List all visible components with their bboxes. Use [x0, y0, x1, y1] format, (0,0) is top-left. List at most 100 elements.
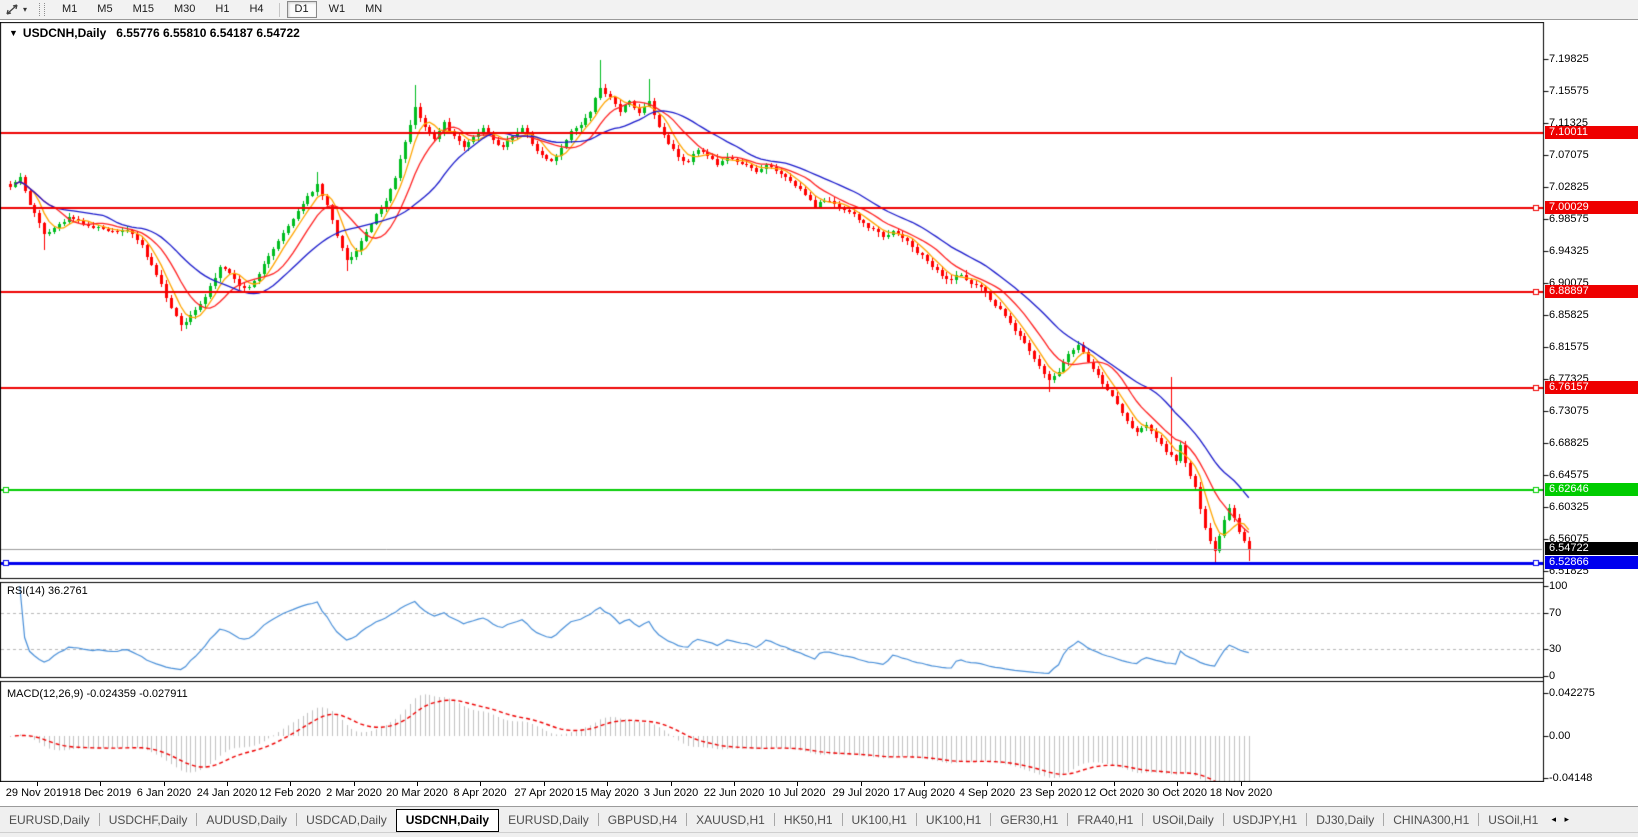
level-price-label[interactable]: 6.76157 — [1545, 380, 1638, 394]
timeframe-button-mn[interactable]: MN — [365, 3, 383, 15]
date-tick — [37, 782, 38, 786]
date-label: 27 Apr 2020 — [514, 787, 574, 799]
rsi-tick-label: 70 — [1549, 607, 1562, 619]
tab-xauusd-h1[interactable]: XAUUSD,H1 — [696, 813, 765, 827]
tab-separator — [1306, 813, 1308, 826]
macd-tick-label: 0.042275 — [1549, 687, 1595, 700]
cursor-tool-button[interactable]: ▾ — [0, 1, 30, 19]
level-price-label[interactable]: 7.00029 — [1545, 201, 1638, 215]
date-label: 30 Oct 2020 — [1147, 787, 1207, 799]
toolbar-grip — [39, 3, 46, 16]
timeframe-button-group: M1 M5 M15 M30 H1 H4 D1 W1 MN — [52, 1, 392, 18]
date-tick — [924, 782, 925, 786]
tab-gbpusd-h4[interactable]: GBPUSD,H4 — [607, 813, 678, 827]
rsi-indicator-label: RSI(14) 36.2761 — [7, 585, 88, 597]
macd-tick-label: -0.04148 — [1549, 771, 1593, 784]
bottom-strip — [0, 832, 1638, 837]
date-tick — [861, 782, 862, 786]
date-label: 22 Jun 2020 — [703, 787, 765, 799]
level-price-label[interactable]: 7.10011 — [1545, 125, 1638, 139]
tab-usoil-h1[interactable]: USOil,H1 — [1488, 813, 1539, 827]
tab-usoil-daily[interactable]: USOil,Daily — [1152, 813, 1214, 827]
price-tick-label: 6.81575 — [1549, 341, 1589, 353]
date-tick — [1051, 782, 1052, 786]
timeframe-button-h4[interactable]: H4 — [249, 3, 264, 15]
timeframe-button-d1[interactable]: D1 — [286, 1, 317, 18]
tab-china300-h1[interactable]: CHINA300,H1 — [1393, 813, 1470, 827]
date-label: 17 Aug 2020 — [893, 787, 955, 799]
price-tick-label: 6.98575 — [1549, 213, 1589, 225]
toolbar-separator — [278, 2, 280, 17]
tab-eurusd-daily[interactable]: EURUSD,Daily — [508, 813, 589, 827]
timeframe-button-m15[interactable]: M15 — [132, 3, 154, 15]
tab-separator — [1222, 813, 1224, 826]
collapse-arrow-icon[interactable]: ▼ — [9, 28, 18, 38]
tab-hk50-h1[interactable]: HK50,H1 — [783, 813, 833, 827]
date-label: 12 Feb 2020 — [259, 787, 321, 799]
tab-ger30-h1[interactable]: GER30,H1 — [1000, 813, 1059, 827]
timeframe-button-w1[interactable]: W1 — [328, 3, 346, 15]
date-label: 24 Jan 2020 — [196, 787, 258, 799]
date-label: 23 Sep 2020 — [1019, 787, 1083, 799]
date-tick — [227, 782, 228, 786]
date-label: 18 Nov 2020 — [1209, 787, 1273, 799]
chart-symbol-period: USDCNH,Daily — [22, 26, 107, 40]
level-price-label[interactable]: 6.52866 — [1545, 556, 1638, 570]
price-tick-label: 6.64575 — [1549, 469, 1589, 481]
tab-separator — [990, 813, 992, 826]
date-tick — [100, 782, 101, 786]
level-price-label[interactable]: 6.62646 — [1545, 482, 1638, 496]
date-label: 10 Jul 2020 — [768, 787, 826, 799]
tab-fra40-h1[interactable]: FRA40,H1 — [1077, 813, 1134, 827]
tab-eurusd-daily[interactable]: EURUSD,Daily — [9, 813, 90, 827]
date-tick — [164, 782, 165, 786]
tab-usdcnh-daily[interactable]: USDCNH,Daily — [395, 809, 500, 832]
level-price-label[interactable]: 6.88897 — [1545, 284, 1638, 298]
tab-dj30-daily[interactable]: DJ30,Daily — [1316, 813, 1375, 827]
tab-separator — [915, 813, 917, 826]
tab-separator — [773, 813, 775, 826]
date-tick — [671, 782, 672, 786]
date-label: 8 Apr 2020 — [453, 787, 507, 799]
tab-audusd-daily[interactable]: AUDUSD,Daily — [206, 813, 288, 827]
date-label: 2 Mar 2020 — [326, 787, 382, 799]
tab-list: EURUSD,Daily USDCHF,Daily AUDUSD,Daily USDC… — [0, 807, 1547, 832]
date-label: 18 Dec 2019 — [68, 787, 132, 799]
dropdown-arrow-icon: ▾ — [23, 5, 28, 14]
price-tick-label: 6.60325 — [1549, 501, 1589, 513]
chart-canvas[interactable] — [0, 22, 1638, 782]
tab-separator — [1142, 813, 1144, 826]
date-tick — [480, 782, 481, 786]
date-tick — [417, 782, 418, 786]
date-label: 29 Jul 2020 — [832, 787, 890, 799]
tab-scroll-right[interactable]: ▸ — [1564, 814, 1570, 824]
date-label: 12 Oct 2020 — [1084, 787, 1144, 799]
date-label: 3 Jun 2020 — [643, 787, 699, 799]
tab-separator — [98, 813, 100, 826]
price-tick-label: 7.02825 — [1549, 181, 1589, 193]
tab-usdcad-daily[interactable]: USDCAD,Daily — [306, 813, 387, 827]
date-label: 15 May 2020 — [575, 787, 639, 799]
price-tick-label: 6.94325 — [1549, 245, 1589, 257]
rsi-tick-label: 30 — [1549, 643, 1562, 655]
toolbar: ▾ M1 M5 M15 M30 H1 H4 D1 W1 MN — [0, 0, 1638, 20]
tab-uk100-h1[interactable]: UK100,H1 — [925, 813, 982, 827]
timeframe-button-m5[interactable]: M5 — [97, 3, 113, 15]
date-label: 20 Mar 2020 — [386, 787, 448, 799]
timeframe-button-h1[interactable]: H1 — [215, 3, 230, 15]
macd-indicator-label: MACD(12,26,9) -0.024359 -0.027911 — [7, 688, 188, 700]
date-tick — [607, 782, 608, 786]
tab-separator — [1383, 813, 1385, 826]
date-tick — [290, 782, 291, 786]
tab-usdchf-daily[interactable]: USDCHF,Daily — [108, 813, 188, 827]
tab-uk100-h1[interactable]: UK100,H1 — [851, 813, 907, 827]
tab-separator — [296, 813, 298, 826]
date-label: 6 Jan 2020 — [136, 787, 192, 799]
tab-separator — [196, 813, 198, 826]
chart-title: ▼ USDCNH,Daily 6.55776 6.55810 6.54187 6.5… — [9, 26, 300, 40]
chart-ohlc-quote: 6.55776 6.55810 6.54187 6.54722 — [116, 26, 300, 40]
timeframe-button-m30[interactable]: M30 — [173, 3, 196, 15]
tab-scroll-left[interactable]: ◂ — [1551, 814, 1557, 824]
tab-usdjpy-h1[interactable]: USDJPY,H1 — [1232, 813, 1298, 827]
timeframe-button-m1[interactable]: M1 — [62, 3, 78, 15]
